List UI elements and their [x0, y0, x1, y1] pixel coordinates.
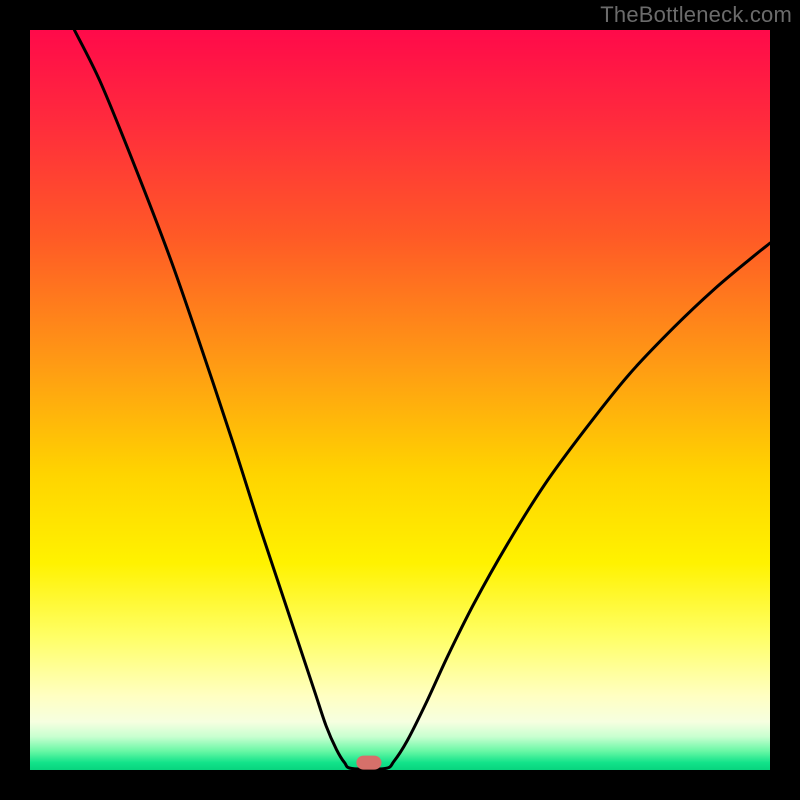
chart-stage: TheBottleneck.com [0, 0, 800, 800]
plot-background [30, 30, 770, 770]
optimal-point-marker [356, 756, 381, 770]
bottleneck-chart [0, 0, 800, 800]
watermark-text: TheBottleneck.com [600, 2, 792, 28]
